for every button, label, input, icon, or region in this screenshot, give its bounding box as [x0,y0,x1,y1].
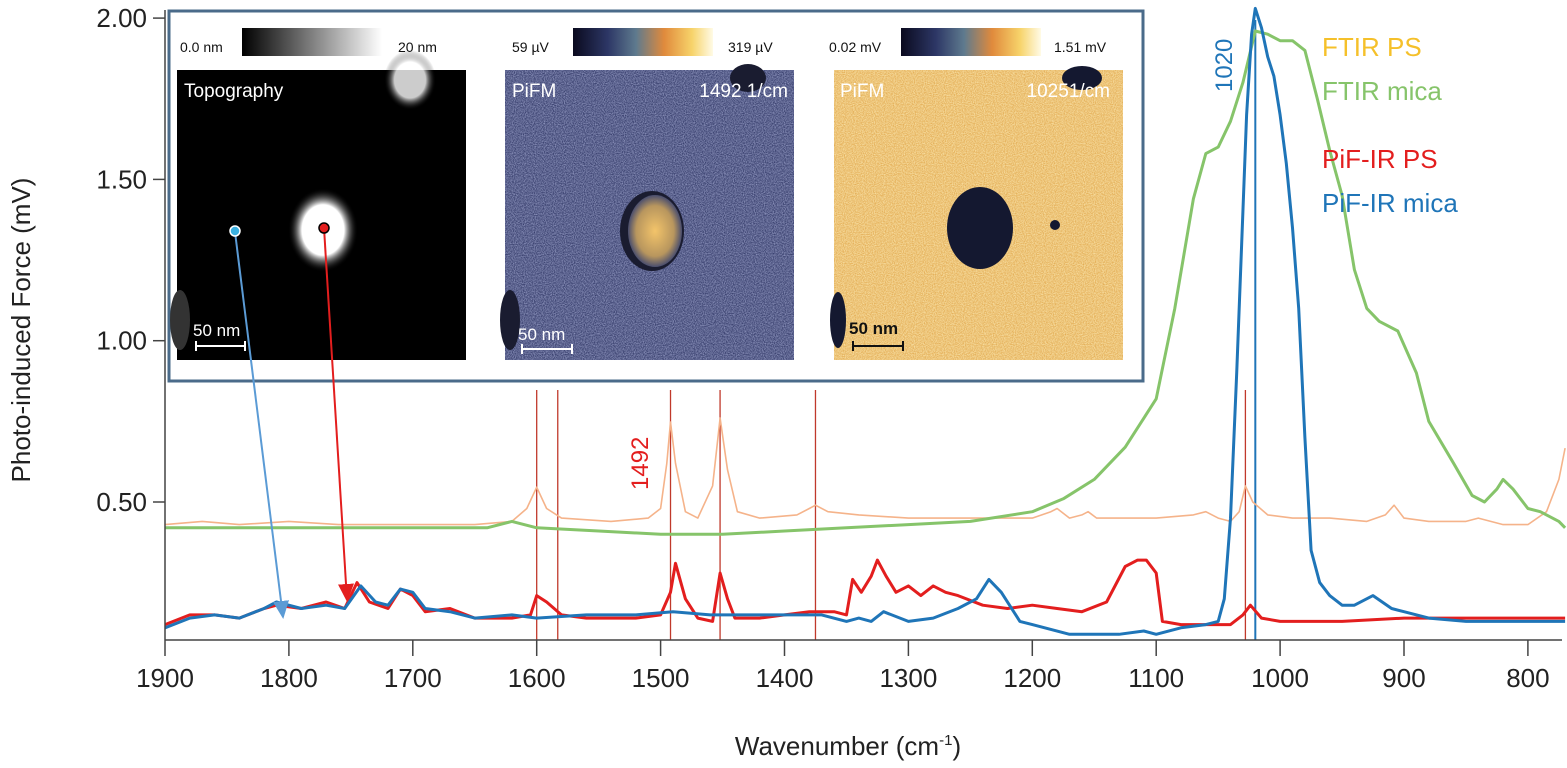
x-tick-label: 1500 [632,663,690,693]
topography-image: Topography 50 nm [170,50,466,360]
annotation-1020: 1020 [1211,39,1238,92]
colorbar-pifm-1025 [901,28,1041,56]
y-axis-label: Photo-induced Force (mV) [6,178,36,483]
x-tick-label: 1600 [508,663,566,693]
pifm-1492-image: PiFM 1492 1/cm 50 nm [500,64,794,360]
legend: FTIR PS FTIR mica PiF-IR PS PiF-IR mica [1322,32,1458,218]
x-tick-label: 800 [1506,663,1549,693]
legend-ftir-ps: FTIR PS [1322,32,1422,62]
x-tick-label: 1100 [1128,663,1184,693]
colorbar-max: 319 µV [728,39,773,55]
x-tick-label: 1800 [260,663,318,693]
arrow-mica-point [234,231,289,619]
x-tick-label: 900 [1382,663,1425,693]
scalebar-label: 50 nm [849,319,898,338]
series-line-ftir-ps [164,417,1566,526]
panel-title: PiFM [512,81,556,102]
mica-point-marker [229,225,241,237]
colorbar-min: 0.0 nm [180,39,223,55]
colorbar-topography [242,28,382,56]
x-axis-label: Wavenumber (cm-1) [735,731,961,761]
y-tick-label: 1.50 [96,164,147,194]
x-tick-label: 1700 [384,663,442,693]
arrow-ps-point [323,227,354,602]
inset-images: 0.0 nm 20 nm 59 µV 319 µV 0.02 mV 1.51 m… [167,9,1145,619]
panel-wavenumber: 1492 1/cm [699,81,788,102]
series-line-pif-ir-ps [164,558,1566,627]
pifm-1025-image: PiFM 10251/cm 50 nm [830,66,1123,360]
x-tick-label: 1900 [136,663,194,693]
annotation-1492: 1492 [627,437,654,490]
scalebar-label: 50 nm [518,325,565,344]
colorbar-min: 59 µV [512,39,550,55]
panel-title: Topography [184,81,284,102]
x-tick-label: 1400 [756,663,814,693]
y-tick-label: 1.00 [96,326,147,356]
y-tick-label: 0.50 [96,487,147,517]
scalebar-label: 50 nm [193,321,240,340]
legend-pif-ir-mica: PiF-IR mica [1322,188,1458,218]
legend-ftir-mica: FTIR mica [1322,76,1442,106]
colorbar-pifm-1492 [573,28,713,56]
panel-title: PiFM [840,81,884,102]
y-tick-label: 2.00 [96,3,147,33]
colorbar-min: 0.02 mV [829,39,882,55]
series-line-pif-ir-mica [164,6,1566,636]
x-tick-label: 1200 [1003,663,1061,693]
panel-wavenumber: 10251/cm [1027,81,1110,102]
ps-point-marker [318,222,330,234]
x-tick-label: 1300 [879,663,937,693]
x-tick-label: 1000 [1251,663,1309,693]
colorbar-max: 1.51 mV [1054,39,1107,55]
legend-pif-ir-ps: PiF-IR PS [1322,144,1438,174]
